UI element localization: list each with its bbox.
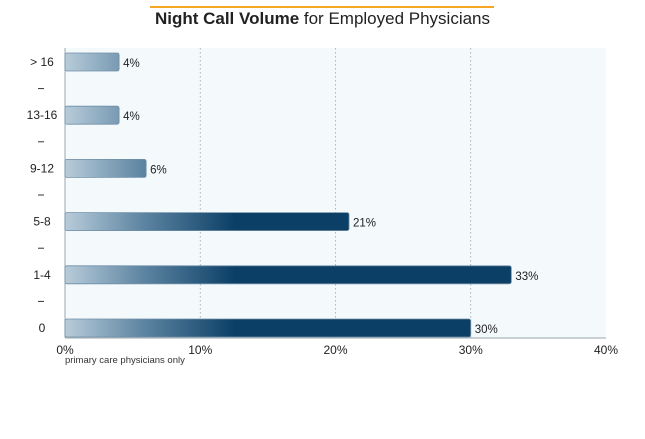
- bar: [64, 52, 120, 72]
- labels: 0% 10% 20% 30% 40% > 16 4% 13-16 4% 9-12 6% 5-8 21% 1…: [27, 55, 619, 357]
- y-category-label: 0: [39, 321, 46, 335]
- grid-lines: [199, 48, 472, 338]
- bar: [64, 265, 512, 285]
- bar-value-label: 4%: [123, 111, 140, 123]
- chart-title-rest: for Employed Physicians: [299, 9, 491, 28]
- y-category-label: > 16: [30, 55, 54, 69]
- bar-value-label: 4%: [123, 58, 140, 70]
- bar: [64, 318, 472, 338]
- chart-title-bold: Night Call Volume: [154, 9, 300, 28]
- footnote: primary care physicians only: [65, 355, 185, 366]
- bar-value-label: 33%: [515, 271, 538, 283]
- y-category-label: 5-8: [33, 215, 51, 229]
- x-tick-label: 40%: [594, 343, 618, 357]
- x-tick-label: 0%: [56, 343, 74, 357]
- x-tick-label: 10%: [188, 343, 212, 357]
- y-category-label: 13-16: [27, 108, 58, 122]
- bar-value-label: 21%: [353, 218, 376, 230]
- bar-value-label: 6%: [150, 164, 167, 176]
- axes: [38, 48, 606, 339]
- bar: [64, 212, 350, 232]
- bars: [64, 52, 512, 338]
- x-tick-label: 20%: [323, 343, 347, 357]
- bar-value-label: 30%: [475, 324, 498, 336]
- bar: [64, 158, 147, 178]
- title-accent-rule: [150, 6, 494, 8]
- y-category-label: 9-12: [30, 161, 54, 175]
- bar: [64, 105, 120, 125]
- y-category-label: 1-4: [33, 268, 51, 282]
- chart-title: Night Call Volume for Employed Physician…: [0, 9, 645, 29]
- x-tick-label: 30%: [459, 343, 483, 357]
